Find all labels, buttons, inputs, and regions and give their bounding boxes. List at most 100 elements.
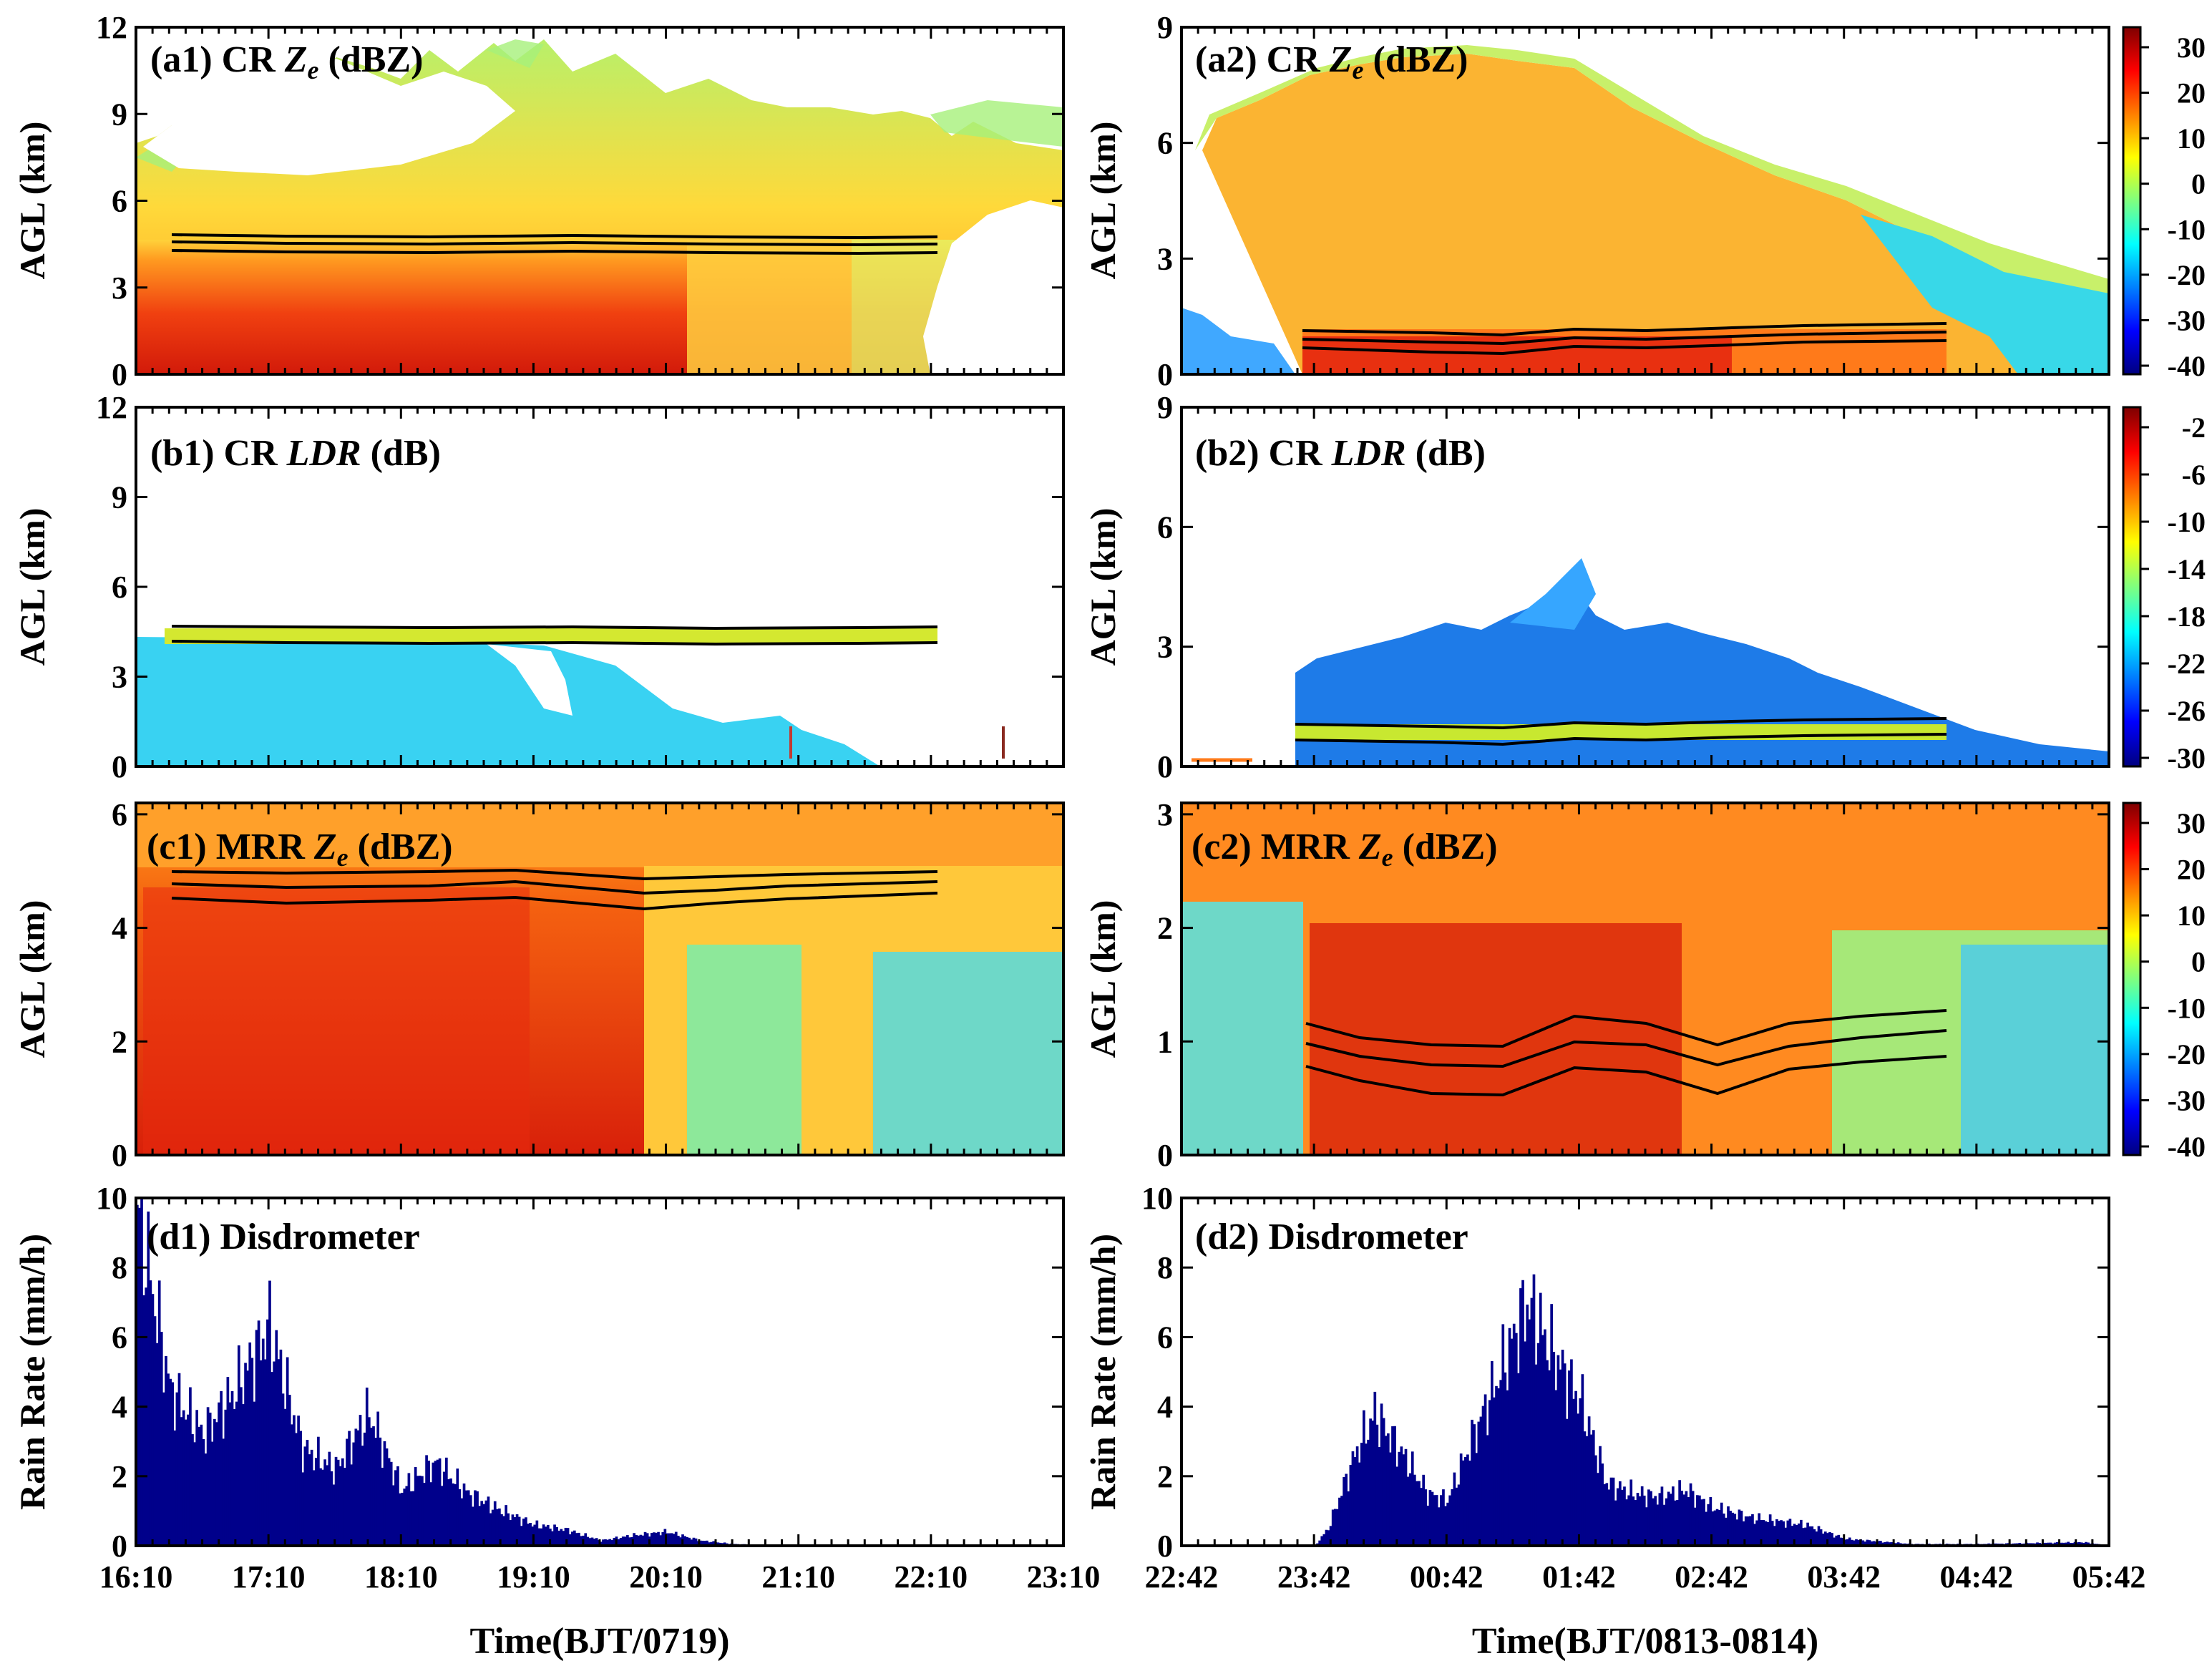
rain-rate-bar bbox=[370, 1427, 373, 1546]
rain-rate-bar bbox=[1780, 1520, 1783, 1546]
ylabel-c1: AGL (km) bbox=[12, 900, 52, 1058]
rain-rate-bar bbox=[1384, 1436, 1388, 1546]
c2-melting-layer bbox=[1305, 1009, 1947, 1097]
rain-rate-bar bbox=[606, 1539, 609, 1546]
rain-rate-bar bbox=[1770, 1521, 1774, 1546]
rain-rate-bar bbox=[690, 1539, 693, 1546]
rain-rate-bar bbox=[149, 1280, 152, 1546]
rain-rate-bar bbox=[138, 1207, 141, 1546]
rain-rate-bar bbox=[1343, 1476, 1345, 1546]
rain-rate-bar bbox=[2067, 1541, 2070, 1546]
cb_a2-label: -20 bbox=[2168, 259, 2206, 291]
rain-rate-bar bbox=[1446, 1502, 1449, 1546]
rain-rate-bar bbox=[220, 1390, 223, 1546]
rain-rate-bar bbox=[1778, 1521, 1780, 1546]
c1-ytick-label: 6 bbox=[112, 797, 127, 832]
rain-rate-bar bbox=[1431, 1491, 1434, 1546]
rain-rate-bar bbox=[1433, 1495, 1436, 1546]
rain-rate-bar bbox=[1365, 1443, 1368, 1546]
rain-rate-bar bbox=[1691, 1491, 1695, 1546]
rain-rate-bar bbox=[1662, 1504, 1666, 1546]
rain-rate-bar bbox=[1532, 1274, 1536, 1546]
rain-rate-bar bbox=[447, 1479, 450, 1546]
rain-rate-bar bbox=[1327, 1530, 1330, 1546]
rain-rate-bar bbox=[1614, 1500, 1617, 1546]
rain-rate-bar bbox=[429, 1482, 433, 1546]
colorbar-c2 bbox=[2122, 802, 2142, 1156]
rain-rate-bar bbox=[145, 1287, 148, 1546]
rain-rate-bar bbox=[449, 1478, 452, 1546]
rain-rate-bar bbox=[308, 1454, 311, 1546]
rain-rate-bar bbox=[381, 1467, 384, 1546]
rain-rate-bar bbox=[1501, 1324, 1505, 1546]
rain-rate-bar bbox=[509, 1519, 512, 1546]
a1-ytick-label: 0 bbox=[112, 357, 127, 392]
rain-rate-bar bbox=[623, 1536, 627, 1546]
xtick-label-d2: 05:42 bbox=[2072, 1559, 2146, 1594]
rain-rate-bar bbox=[480, 1501, 484, 1546]
rain-rate-bar bbox=[1508, 1327, 1511, 1546]
rain-rate-bar bbox=[191, 1434, 194, 1546]
d1-ytick-label: 4 bbox=[112, 1390, 127, 1425]
ylabel-c2: AGL (km) bbox=[1083, 900, 1123, 1058]
rain-rate-bar bbox=[376, 1411, 380, 1546]
rain-rate-bar bbox=[427, 1461, 430, 1546]
rain-rate-bar bbox=[1797, 1523, 1801, 1546]
rain-rate-bar bbox=[1579, 1398, 1582, 1546]
rain-rate-bar bbox=[670, 1533, 673, 1546]
rain-rate-bar bbox=[1325, 1529, 1328, 1546]
rain-rate-bar bbox=[1375, 1424, 1379, 1546]
rain-rate-bar bbox=[1556, 1355, 1560, 1546]
rain-rate-bar bbox=[1621, 1489, 1624, 1546]
rain-rate-bar bbox=[608, 1539, 612, 1546]
rain-rate-bar bbox=[1587, 1416, 1591, 1546]
d2-ytick-label: 6 bbox=[1157, 1320, 1173, 1355]
rain-rate-bar bbox=[1546, 1360, 1549, 1546]
rain-rate-bar bbox=[595, 1538, 598, 1546]
rain-rate-bar bbox=[1453, 1472, 1456, 1546]
rain-rate-bar bbox=[1793, 1524, 1796, 1546]
rain-rate-bar bbox=[263, 1359, 267, 1546]
rain-rate-bar bbox=[1715, 1509, 1719, 1546]
rain-rate-bar bbox=[454, 1484, 457, 1546]
d1-ytick-label: 10 bbox=[96, 1181, 127, 1216]
b2-ldr-cloud bbox=[1295, 587, 2109, 766]
b2-ytick-label: 0 bbox=[1157, 749, 1173, 784]
rain-rate-bar bbox=[261, 1338, 265, 1546]
rain-rate-bar bbox=[1609, 1477, 1613, 1546]
a1-melting-layer bbox=[171, 233, 938, 255]
rain-rate-bar bbox=[1773, 1526, 1776, 1546]
cb_a2-label: 10 bbox=[2177, 122, 2206, 155]
c1-ytick-label: 0 bbox=[112, 1138, 127, 1173]
a1-rain-weak bbox=[687, 240, 852, 374]
rain-rate-bar bbox=[1395, 1466, 1398, 1546]
rain-rate-bar bbox=[1886, 1541, 1889, 1546]
b1-melting-band bbox=[165, 628, 937, 644]
rain-rate-bar bbox=[1574, 1390, 1577, 1546]
rain-rate-bar bbox=[626, 1535, 629, 1546]
rain-rate-bar bbox=[1597, 1473, 1599, 1546]
rain-rate-bar bbox=[1601, 1463, 1604, 1546]
rain-rate-bar bbox=[1823, 1531, 1827, 1546]
rain-rate-bar bbox=[1764, 1521, 1768, 1546]
rain-rate-bar bbox=[1645, 1507, 1648, 1546]
rain-rate-bar bbox=[248, 1342, 252, 1546]
rain-rate-bar bbox=[1473, 1424, 1476, 1546]
panel-c1-mrr-reflectivity bbox=[136, 803, 1063, 1155]
cb_a2-label: 30 bbox=[2177, 31, 2206, 64]
rain-rate-bar bbox=[1676, 1500, 1679, 1546]
rain-rate-bar bbox=[535, 1520, 539, 1546]
rain-rate-bar bbox=[1373, 1391, 1377, 1546]
rain-rate-bar bbox=[1786, 1520, 1790, 1546]
rain-rate-bar bbox=[1426, 1505, 1430, 1546]
rain-rate-bar bbox=[1870, 1541, 1874, 1546]
c1-top-band bbox=[136, 803, 1063, 867]
b2-ldr-cloud-light bbox=[1510, 558, 1596, 630]
colorbar-c2-ramp bbox=[2122, 802, 2142, 1156]
rain-rate-bar bbox=[317, 1436, 320, 1546]
rain-rate-bar bbox=[600, 1541, 603, 1546]
rain-rate-bar bbox=[1561, 1350, 1564, 1546]
cb_a2-label: -10 bbox=[2168, 213, 2206, 245]
b2-melting-layer bbox=[1295, 717, 1947, 746]
rain-rate-bar bbox=[2045, 1542, 2048, 1546]
